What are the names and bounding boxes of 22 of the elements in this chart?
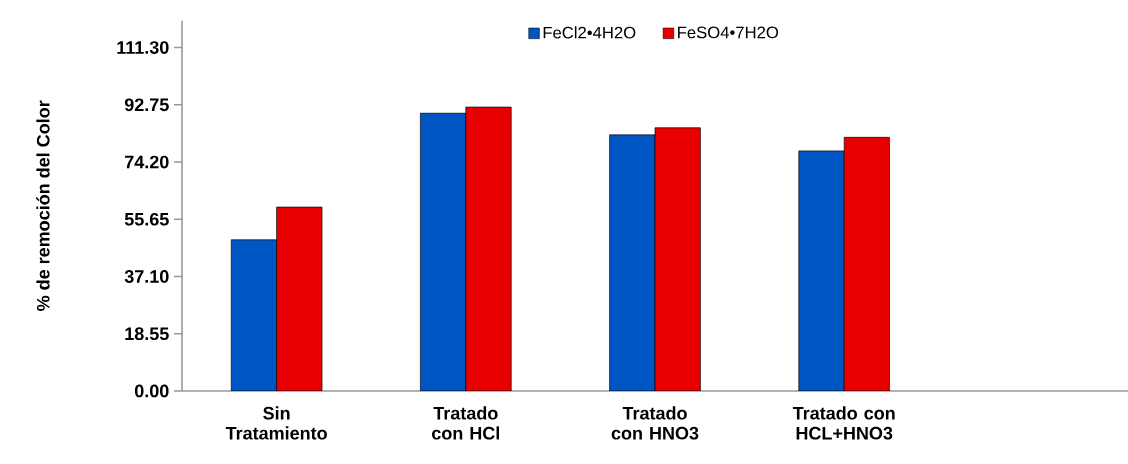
bar (465, 106, 512, 391)
bar (843, 136, 890, 391)
y-tick-label: 74.20 (125, 155, 169, 169)
bar (654, 127, 701, 391)
y-axis-title: % de remoción del Color (36, 100, 50, 311)
y-tick-label: 92.75 (124, 98, 169, 112)
legend-label: FeSO4•7H2O (678, 26, 779, 39)
x-tick-label: Tratado con HCl (432, 406, 500, 440)
y-tick-label: 18.55 (125, 327, 169, 341)
x-tick-label: Tratado con HCL+HNO3 (792, 406, 895, 440)
y-tick-label: 55.65 (124, 212, 169, 226)
bar (276, 206, 323, 391)
bar (230, 239, 277, 391)
legend-label: FeCl2•4H2O (543, 26, 636, 39)
bar (798, 150, 845, 391)
bar (420, 112, 467, 391)
y-tick-label: 0.00 (134, 384, 169, 398)
x-tick-label: Sin Tratamiento (225, 406, 327, 440)
y-tick-label: 111.30 (117, 41, 169, 54)
bar (609, 134, 656, 391)
y-tick-label: 37.10 (124, 270, 169, 283)
x-tick-label: Tratado con HNO3 (611, 406, 699, 440)
